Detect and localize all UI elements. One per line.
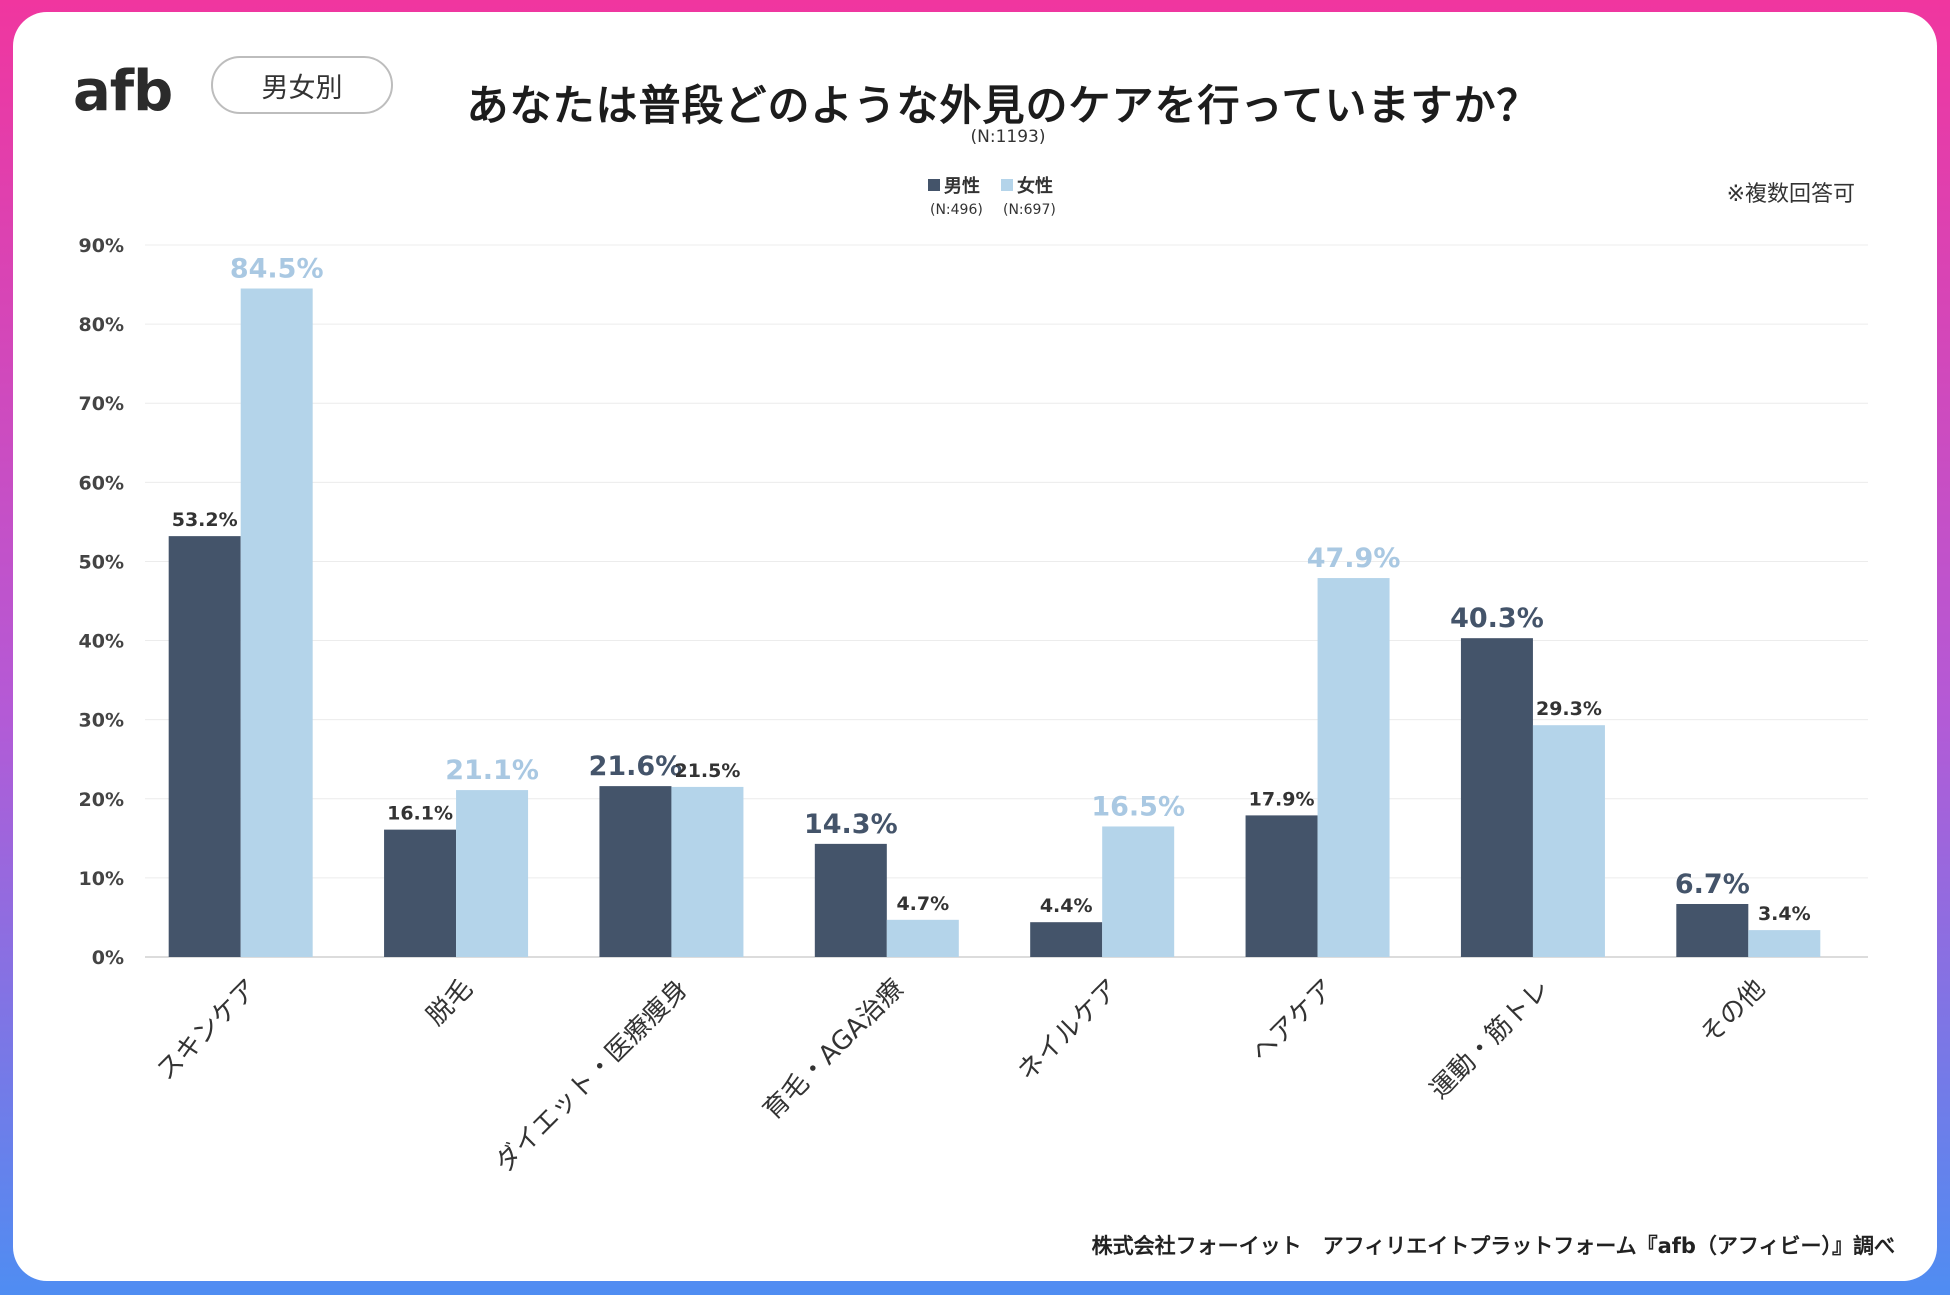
legend-swatch-male (928, 179, 940, 191)
data-label-male: 17.9% (1249, 788, 1315, 810)
sample-size: (N:1193) (970, 127, 1046, 147)
bar-male (814, 843, 887, 957)
chart-title: あなたは普段どのような外見のケアを行っていますか？ (466, 81, 1540, 130)
data-label-male: 53.2% (172, 509, 238, 531)
y-tick-label: 20% (79, 789, 124, 811)
data-label-female: 16.5% (1091, 791, 1185, 822)
data-label-female: 47.9% (1307, 543, 1401, 574)
data-label-female: 29.3% (1536, 698, 1602, 720)
bar-female (240, 288, 313, 957)
x-category-label: ヘアケア (1246, 974, 1341, 1069)
y-tick-label: 80% (79, 314, 124, 336)
x-category-label: 脱毛 (421, 974, 479, 1032)
bar-female (1532, 725, 1605, 957)
bar-male (1245, 815, 1318, 957)
bar-male (1460, 638, 1533, 957)
data-label-female: 4.7% (896, 893, 949, 915)
legend-item-male: 男性 (N:496) (928, 172, 983, 218)
data-label-male: 40.3% (1450, 603, 1544, 634)
source-credit: 株式会社フォーイット アフィリエイトプラットフォーム『afb（アフィビー）』調べ (1091, 1234, 1895, 1258)
y-tick-label: 90% (79, 235, 124, 257)
x-category-label: その他 (1695, 974, 1771, 1050)
data-label-male: 4.4% (1040, 895, 1093, 917)
data-label-male: 6.7% (1675, 869, 1750, 900)
legend-n-male: (N:496) (930, 202, 983, 218)
bar-male (168, 536, 241, 957)
afb-logo: afb (73, 64, 173, 120)
x-category-label: スキンケア (151, 974, 264, 1087)
x-category-label: 運動・筋トレ (1424, 974, 1556, 1106)
x-category-label: ネイルケア (1012, 974, 1125, 1087)
legend-item-female: 女性 (N:697) (1001, 172, 1056, 218)
segment-tag: 男女別 (211, 56, 393, 114)
multiple-answers-note: ※複数回答可 (1726, 182, 1855, 207)
x-category-label: 育毛・AGA治療 (758, 974, 910, 1126)
data-label-female: 3.4% (1758, 903, 1811, 925)
bar-female (1317, 578, 1390, 957)
bar-female (1748, 930, 1821, 957)
logo-text: afb (73, 59, 173, 124)
data-label-female: 21.5% (674, 760, 740, 782)
bar-male (384, 829, 457, 957)
data-label-male: 16.1% (387, 803, 453, 825)
legend-swatch-female (1001, 179, 1013, 191)
bar-female (671, 786, 744, 957)
bar-male (1030, 922, 1103, 957)
y-tick-label: 10% (79, 868, 124, 890)
y-tick-label: 70% (79, 393, 124, 415)
legend-n-female: (N:697) (1003, 202, 1056, 218)
bar-female (886, 919, 959, 957)
bar-female (456, 790, 529, 957)
y-tick-label: 40% (79, 631, 124, 653)
y-tick-label: 0% (92, 947, 124, 969)
bar-male (599, 786, 672, 957)
y-tick-label: 50% (79, 551, 124, 573)
data-label-male: 21.6% (589, 751, 683, 782)
data-label-female: 84.5% (230, 254, 324, 285)
data-label-male: 14.3% (804, 809, 898, 840)
y-tick-label: 30% (79, 710, 124, 732)
x-category-label: ダイエット・医療痩身 (490, 974, 695, 1179)
chart-card: afb 男女別 あなたは普段どのような外見のケアを行っていますか？ (N:119… (13, 12, 1937, 1281)
legend-label-female: 女性 (1017, 176, 1053, 197)
bar-male (1676, 903, 1749, 957)
legend-label-male: 男性 (944, 176, 980, 197)
y-tick-label: 60% (79, 472, 124, 494)
bar-female (1102, 826, 1175, 957)
data-label-female: 21.1% (445, 755, 539, 786)
